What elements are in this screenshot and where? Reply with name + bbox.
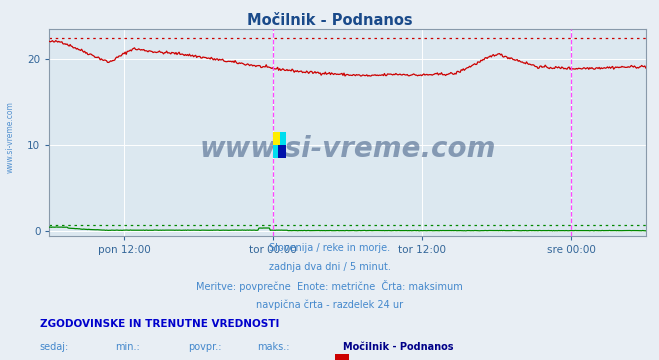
Text: www.si-vreme.com: www.si-vreme.com [5,101,14,173]
Bar [273,132,280,145]
Text: zadnja dva dni / 5 minut.: zadnja dva dni / 5 minut. [269,262,390,272]
Bar [273,132,286,158]
Text: Močilnik - Podnanos: Močilnik - Podnanos [343,342,453,352]
Text: navpična črta - razdelek 24 ur: navpična črta - razdelek 24 ur [256,299,403,310]
Bar [277,145,286,158]
Text: Močilnik - Podnanos: Močilnik - Podnanos [246,13,413,28]
Text: min.:: min.: [115,342,140,352]
Text: Slovenija / reke in morje.: Slovenija / reke in morje. [269,243,390,253]
Text: www.si-vreme.com: www.si-vreme.com [200,135,496,163]
Text: sedaj:: sedaj: [40,342,69,352]
Text: povpr.:: povpr.: [188,342,221,352]
Text: ZGODOVINSKE IN TRENUTNE VREDNOSTI: ZGODOVINSKE IN TRENUTNE VREDNOSTI [40,319,279,329]
Text: maks.:: maks.: [257,342,289,352]
Text: Meritve: povprečne  Enote: metrične  Črta: maksimum: Meritve: povprečne Enote: metrične Črta:… [196,280,463,292]
